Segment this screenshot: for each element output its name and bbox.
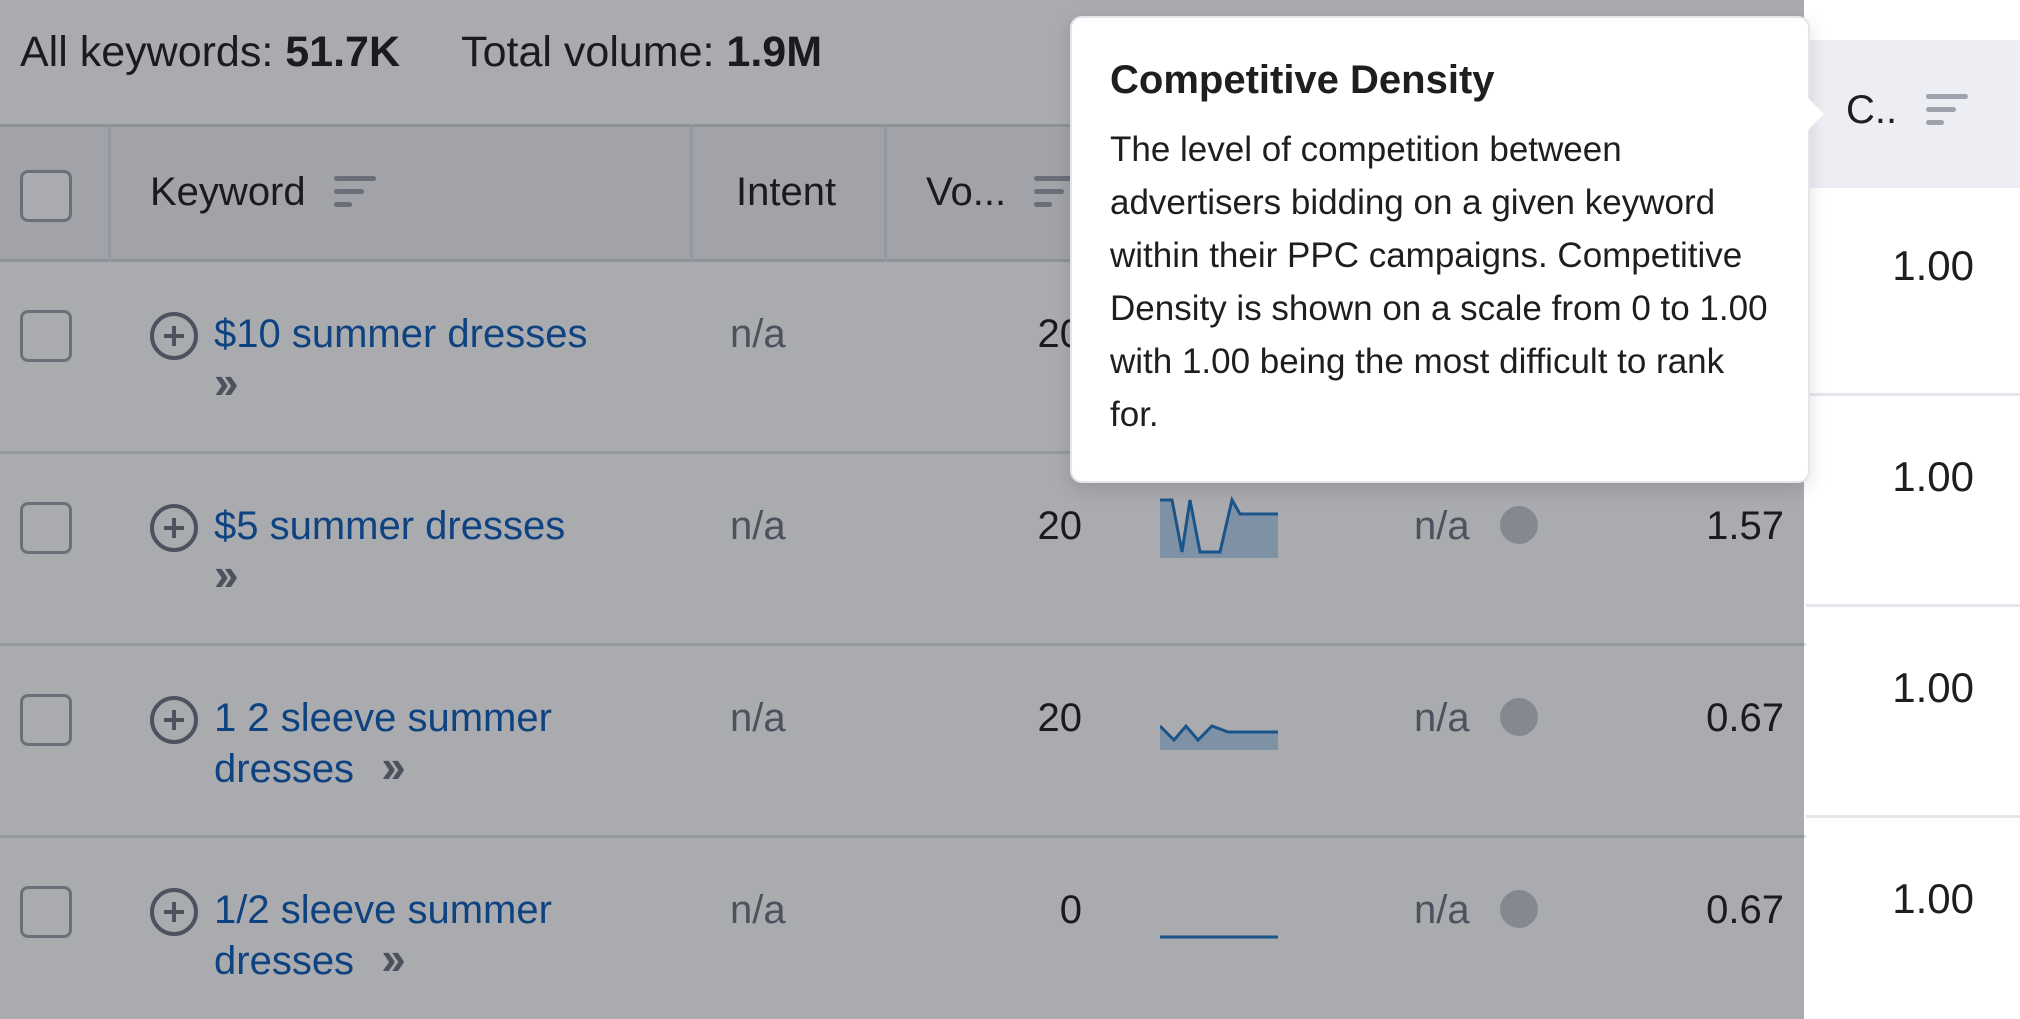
cpc-value: 0.67 [1706, 888, 1784, 932]
cpc-value: 1.57 [1706, 504, 1784, 548]
keyword-link[interactable]: $10 summer dresses ›› [214, 310, 587, 409]
summary-text: All keywords: 51.7K Total volume: 1.9M [20, 28, 822, 77]
kd-value: n/a [1414, 504, 1470, 548]
competitive-density-cell: 1.00 [1806, 399, 2020, 607]
column-header-com-label[interactable]: C.. [1846, 88, 1898, 132]
table-row: 1/2 sleeve summer dresses ›› n/a 0 n/a 0… [0, 838, 2020, 1019]
volume-value: 20 [1037, 696, 1083, 740]
total-volume-label: Total volume: [461, 28, 715, 76]
table-row: $5 summer dresses ›› n/a 20 n/a 1.57 [0, 454, 2020, 646]
plus-circle-icon[interactable] [150, 504, 198, 552]
competitive-density-tooltip: Competitive Density The level of competi… [1070, 16, 1824, 483]
row-checkbox[interactable] [20, 886, 72, 938]
sort-icon[interactable] [1926, 94, 1968, 126]
kd-status-dot [1500, 890, 1538, 928]
keyword-text[interactable]: $10 summer dresses [214, 312, 588, 356]
kd-value: n/a [1414, 696, 1470, 740]
keyword-text[interactable]: $5 summer dresses [214, 504, 566, 548]
kd-status-dot [1500, 698, 1538, 736]
com-value: 1.00 [1892, 875, 1974, 922]
plus-circle-icon[interactable] [150, 696, 198, 744]
column-header-keyword[interactable]: Keyword [150, 170, 306, 214]
row-checkbox[interactable] [20, 694, 72, 746]
competitive-density-cell: 1.00 [1806, 188, 2020, 396]
sort-icon[interactable] [334, 176, 376, 208]
column-header-volume[interactable]: Vo... [926, 170, 1007, 214]
tooltip-title: Competitive Density [1110, 58, 1495, 102]
column-header-intent[interactable]: Intent [736, 170, 837, 214]
tooltip-body: The level of competition between adverti… [1110, 130, 1768, 434]
trend-sparkline [1160, 935, 1278, 939]
all-keywords-label: All keywords: [20, 28, 274, 76]
row-checkbox[interactable] [20, 310, 72, 362]
keyword-link[interactable]: 1 2 sleeve summer dresses ›› [214, 694, 552, 793]
trend-sparkline [1160, 723, 1278, 750]
trend-sparkline [1160, 495, 1278, 558]
intent-value: n/a [730, 504, 786, 548]
column-header-competitive-density[interactable]: C.. [1806, 40, 2020, 188]
keyword-line-2[interactable]: dresses [214, 747, 355, 791]
competitive-density-cell: 1.00 [1806, 821, 2020, 1019]
cpc-value: 0.67 [1706, 696, 1784, 740]
sort-icon[interactable] [1034, 176, 1076, 208]
row-checkbox[interactable] [20, 502, 72, 554]
keyword-line-2[interactable]: dresses [214, 939, 355, 983]
intent-value: n/a [730, 696, 786, 740]
keyword-link[interactable]: 1/2 sleeve summer dresses ›› [214, 886, 552, 985]
intent-value: n/a [730, 888, 786, 932]
kd-status-dot [1500, 506, 1538, 544]
kd-value: n/a [1414, 888, 1470, 932]
com-value: 1.00 [1892, 453, 1974, 500]
plus-circle-icon[interactable] [150, 312, 198, 360]
com-value: 1.00 [1892, 242, 1974, 289]
com-value: 1.00 [1892, 664, 1974, 711]
keyword-line-1[interactable]: 1/2 sleeve summer [214, 888, 552, 932]
volume-value: 20 [1037, 504, 1083, 548]
table-row: 1 2 sleeve summer dresses ›› n/a 20 n/a … [0, 646, 2020, 838]
select-all-checkbox[interactable] [20, 170, 72, 222]
total-volume-value: 1.9M [726, 28, 823, 76]
intent-value: n/a [730, 312, 786, 356]
all-keywords-value: 51.7K [285, 28, 400, 76]
keyword-link[interactable]: $5 summer dresses ›› [214, 502, 565, 601]
plus-circle-icon[interactable] [150, 888, 198, 936]
keyword-line-1[interactable]: 1 2 sleeve summer [214, 696, 552, 740]
competitive-density-cell: 1.00 [1806, 610, 2020, 818]
volume-value: 0 [1059, 888, 1082, 932]
